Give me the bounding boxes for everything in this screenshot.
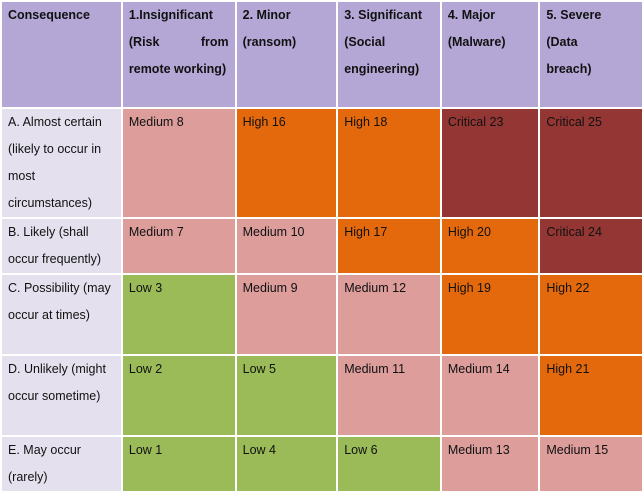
row-label-e: E. May occur (rarely) [2,437,121,491]
header-major-title: 4. Major (Malware) [447,8,506,49]
header-major: 4. Major (Malware) [441,2,539,107]
risk-cell: Low 6 [338,437,440,491]
risk-cell: Medium 8 [122,109,235,217]
risk-cell: Medium 10 [236,219,337,273]
risk-cell: Critical 24 [540,219,642,273]
risk-cell: Medium 11 [338,356,440,435]
header-insignificant: 1.Insignificant (Risk from remote workin… [122,2,235,107]
risk-cell: High 17 [338,219,440,273]
row-label-b: B. Likely (shall occur frequently) [2,219,121,273]
risk-cell: Low 3 [122,275,235,354]
risk-cell: Critical 23 [441,109,539,217]
header-consequence: Consequence [2,2,121,107]
risk-row-b: B. Likely (shall occur frequently) Mediu… [2,219,642,273]
risk-cell: High 20 [441,219,539,273]
risk-cell: Critical 25 [540,109,642,217]
risk-cell: High 19 [441,275,539,354]
risk-cell: Medium 14 [441,356,539,435]
risk-cell: Low 2 [122,356,235,435]
header-significant: 3. Significant (Social engineering) [338,2,440,107]
risk-row-c: C. Possibility (may occur at times) Low … [2,275,642,354]
risk-cell: Low 5 [236,356,337,435]
risk-cell: Medium 7 [122,219,235,273]
risk-row-a: A. Almost certain (likely to occur in mo… [2,109,642,217]
risk-cell: Medium 9 [236,275,337,354]
header-row: Consequence 1.Insignificant (Risk from r… [2,2,642,107]
risk-cell: Low 4 [236,437,337,491]
header-severe-title: 5. Severe (Data breach) [546,8,602,76]
risk-cell: High 18 [338,109,440,217]
risk-cell: High 16 [236,109,337,217]
row-label-d: D. Unlikely (might occur sometime) [2,356,121,435]
row-label-a: A. Almost certain (likely to occur in mo… [2,109,121,217]
header-minor: 2. Minor (ransom) [236,2,337,107]
risk-cell: High 22 [540,275,642,354]
risk-cell: Medium 12 [338,275,440,354]
row-label-c: C. Possibility (may occur at times) [2,275,121,354]
risk-row-d: D. Unlikely (might occur sometime) Low 2… [2,356,642,435]
risk-cell: High 21 [540,356,642,435]
risk-cell: Medium 13 [441,437,539,491]
risk-cell: Low 1 [122,437,235,491]
risk-cell: Medium 15 [540,437,642,491]
risk-row-e: E. May occur (rarely) Low 1 Low 4 Low 6 … [2,437,642,491]
header-severe: 5. Severe (Data breach) [540,2,642,107]
